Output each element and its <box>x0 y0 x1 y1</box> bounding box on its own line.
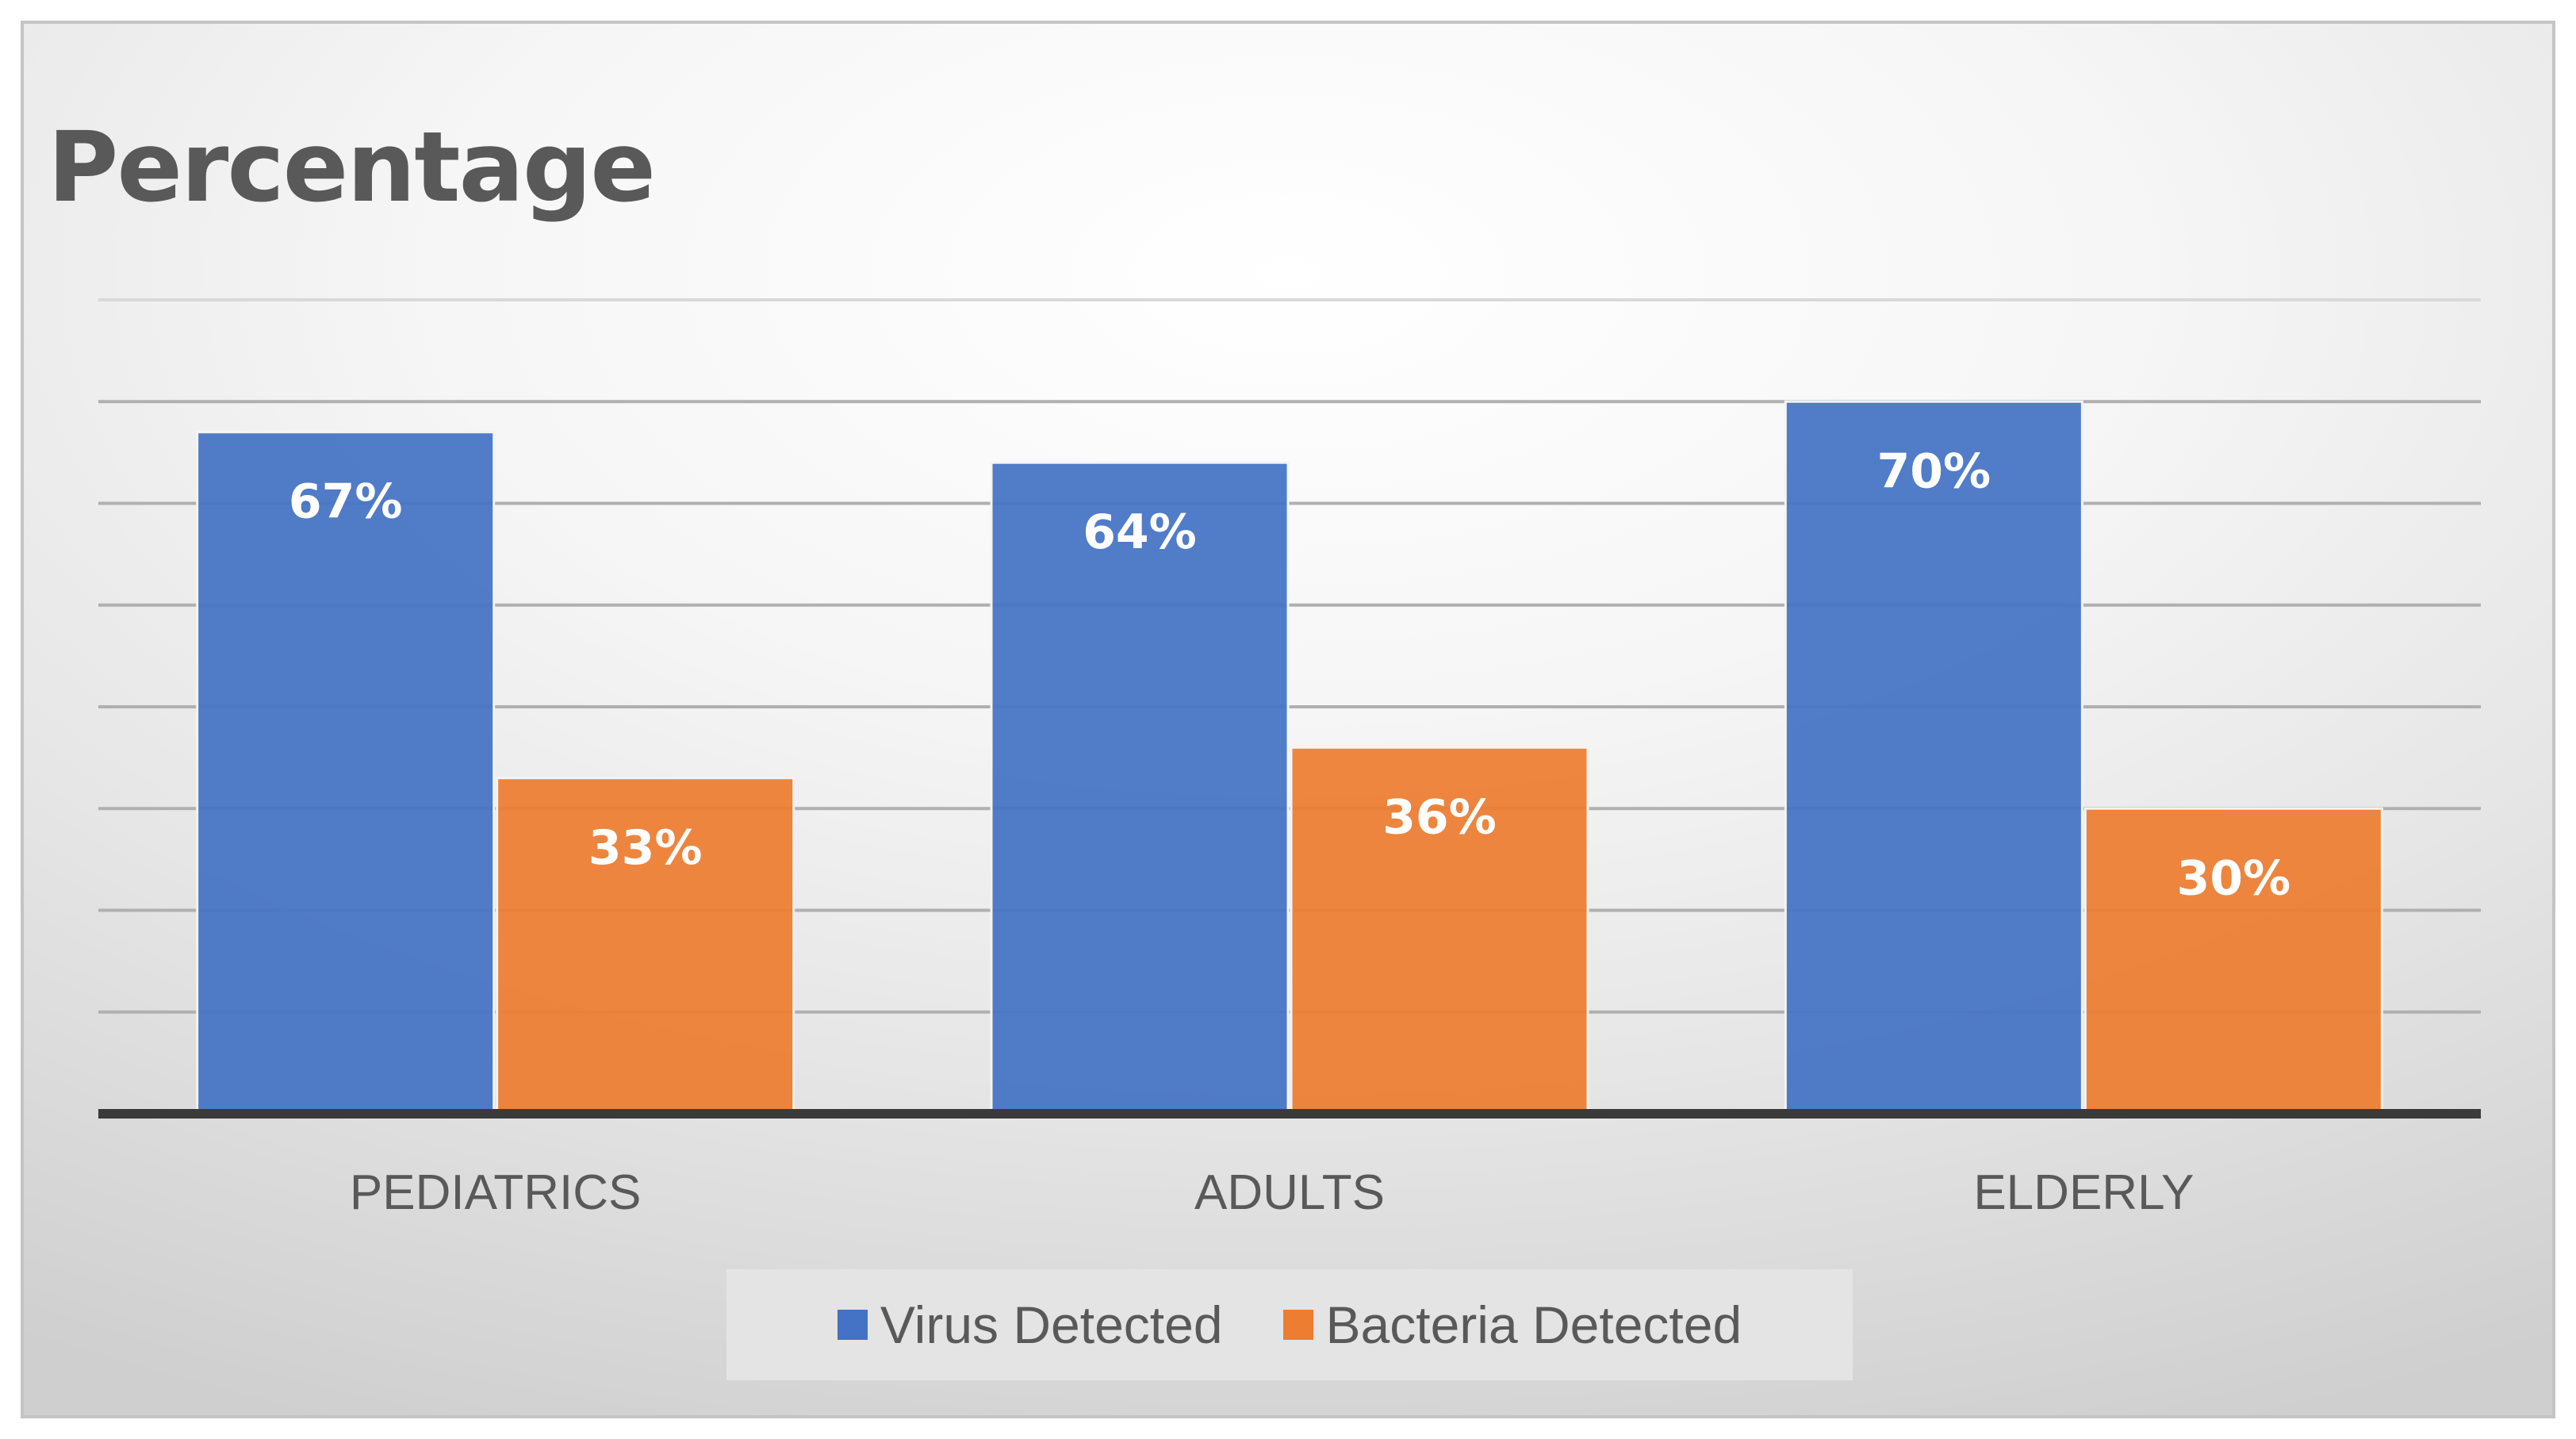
bar-bacteria-elderly <box>2083 807 2383 1115</box>
data-label-bacteria-adults: 36% <box>1382 789 1497 845</box>
legend-swatch-bacteria <box>1282 1310 1313 1340</box>
data-label-bacteria-pediatrics: 33% <box>588 820 703 876</box>
category-label-adults: ADULTS <box>1194 1165 1385 1220</box>
legend-label-virus: Virus Detected <box>880 1295 1223 1354</box>
data-label-bacteria-elderly: 30% <box>2177 850 2291 906</box>
bar-virus-pediatrics <box>196 431 496 1115</box>
legend-swatch-virus <box>837 1310 868 1340</box>
data-label-virus-elderly: 70% <box>1877 443 1991 499</box>
chart-title: Percentage <box>48 111 656 224</box>
legend-label-bacteria: Bacteria Detected <box>1325 1295 1742 1354</box>
data-label-virus-adults: 64% <box>1083 505 1197 560</box>
data-label-virus-pediatrics: 67% <box>289 474 403 530</box>
legend-item-virus: Virus Detected <box>837 1295 1223 1355</box>
bar-bacteria-adults <box>1290 746 1589 1115</box>
category-label-elderly: ELDERLY <box>1973 1165 2194 1220</box>
legend-item-bacteria: Bacteria Detected <box>1282 1295 1742 1355</box>
category-label-pediatrics: PEDIATRICS <box>350 1165 641 1220</box>
bar-bacteria-pediatrics <box>496 777 795 1115</box>
bar-virus-adults <box>990 461 1290 1115</box>
bar-virus-elderly <box>1784 400 2083 1115</box>
chart-legend: Virus Detected Bacteria Detected <box>726 1269 1853 1380</box>
